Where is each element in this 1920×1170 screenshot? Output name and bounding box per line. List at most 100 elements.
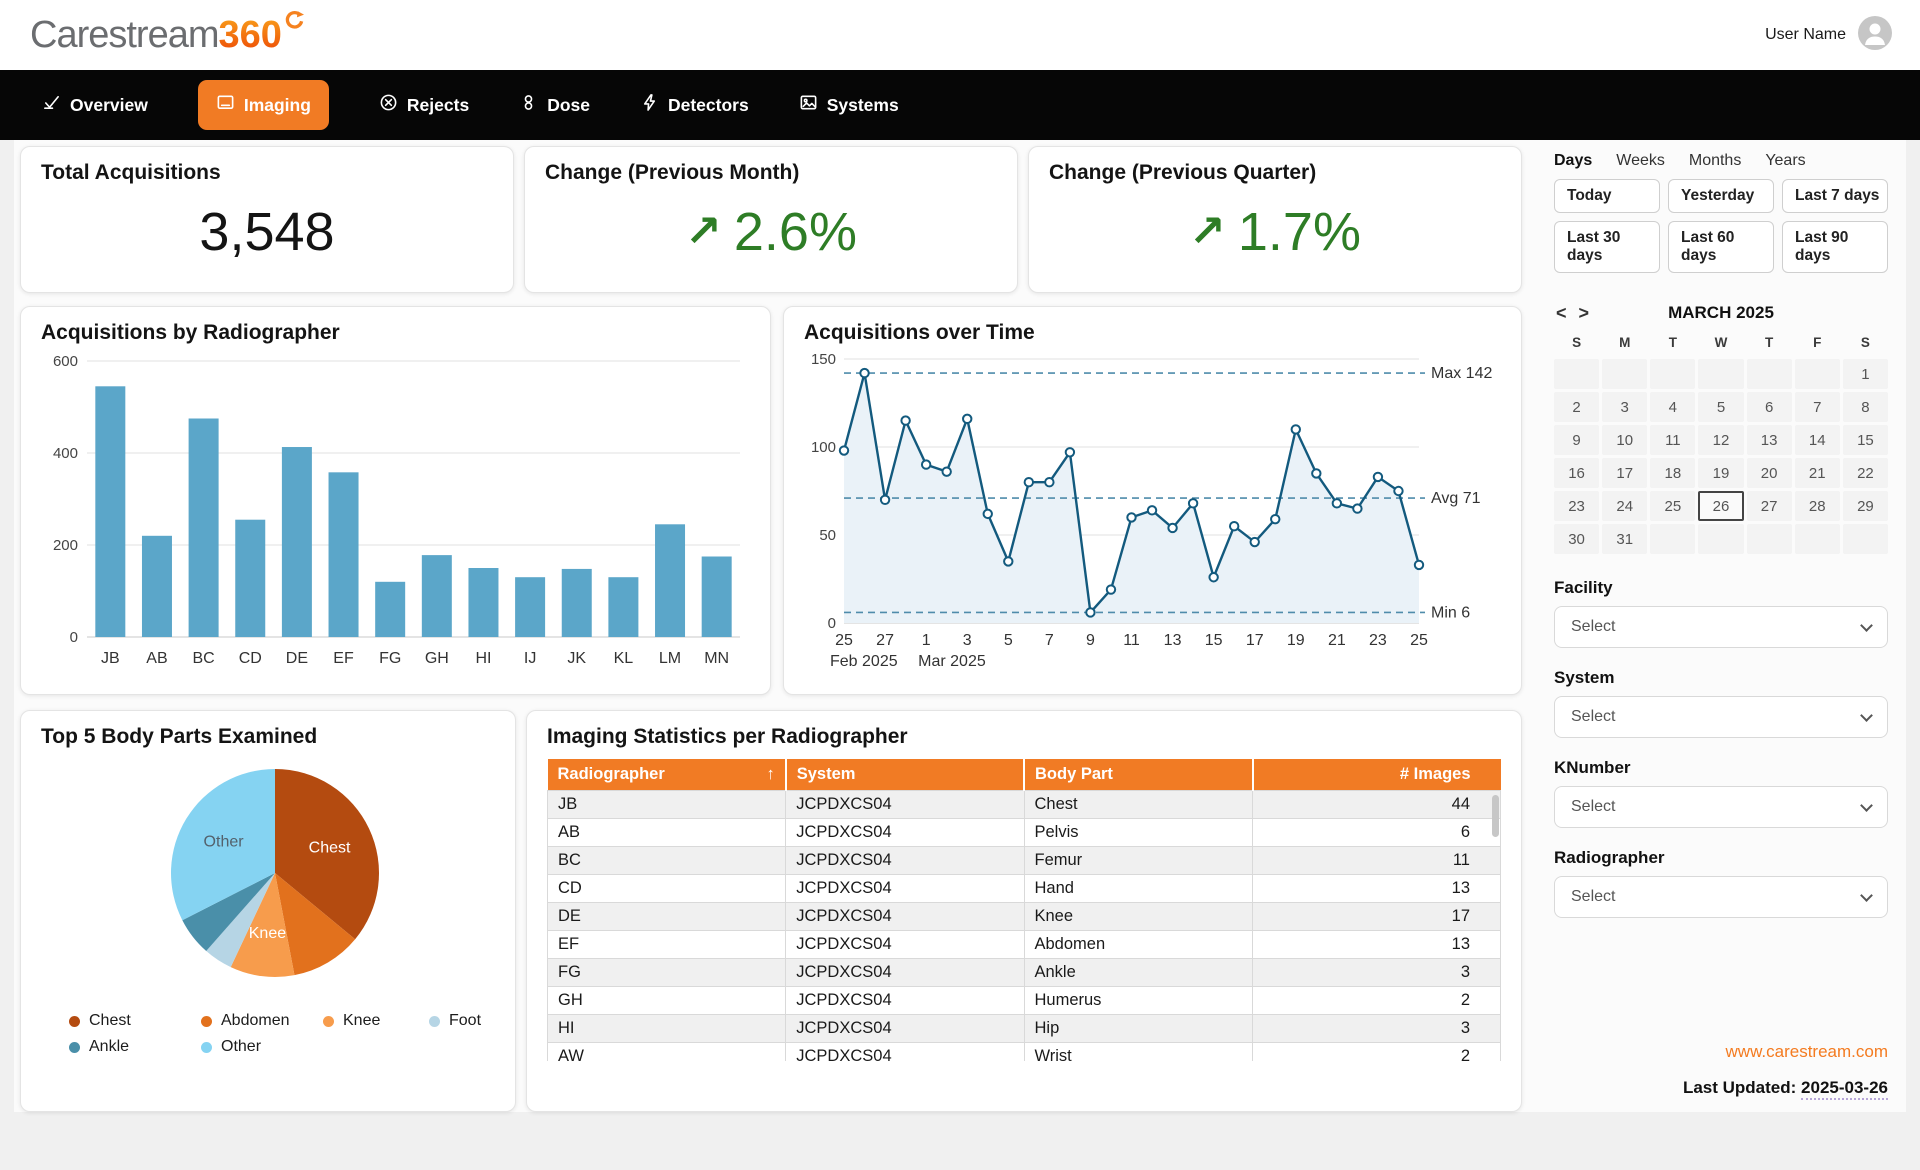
calendar-day-20[interactable]: 20 [1746,458,1792,488]
filter-selects: Facility Select System Select KNumber Select R… [1554,578,1888,918]
calendar-day-28[interactable]: 28 [1794,491,1840,521]
nav-item-dose[interactable]: Dose [519,93,590,117]
systems-image-icon [799,93,818,117]
nav-item-overview[interactable]: Overview [42,93,148,117]
calendar-day-21[interactable]: 21 [1794,458,1840,488]
calendar-day-16[interactable]: 16 [1554,458,1600,488]
select-value: Select [1571,888,1616,905]
top-body-parts-card: Top 5 Body Parts Examined Chest Knee Other… [20,710,516,1112]
quick-range-today[interactable]: Today [1554,179,1660,213]
main-column: Total Acquisitions 3,548 Change (Previous … [20,144,1522,1112]
calendar-day-8[interactable]: 8 [1842,392,1888,422]
calendar-header: < > MARCH 2025 [1554,303,1888,323]
period-tab-days[interactable]: Days [1554,152,1593,169]
svg-text:BC: BC [192,650,214,667]
calendar-day-7[interactable]: 7 [1794,392,1840,422]
calendar-day-17[interactable]: 17 [1602,458,1648,488]
column-header-images[interactable]: # Images [1252,759,1501,791]
table-scrollbar[interactable] [1492,795,1499,837]
legend-dot [201,1015,212,1027]
chevron-down-icon [1860,888,1873,902]
nav-item-label: Overview [70,94,148,115]
calendar: < > MARCH 2025 S M T W T F S 1 2 3 4 5 6 7 8 9 10 11 12 13 1… [1554,303,1888,554]
svg-text:MN: MN [704,650,729,667]
calendar-day-14[interactable]: 14 [1794,425,1840,455]
quick-range-last-30-days[interactable]: Last 30 days [1554,221,1660,273]
calendar-day-4[interactable]: 4 [1650,392,1696,422]
calendar-day-23[interactable]: 23 [1554,491,1600,521]
svg-text:15: 15 [1205,632,1223,649]
calendar-day-1[interactable]: 1 [1842,359,1888,389]
calendar-day-29[interactable]: 29 [1842,491,1888,521]
column-header-body-part[interactable]: Body Part [1024,759,1254,791]
select-system[interactable]: Select [1554,696,1888,738]
legend-dot [201,1041,212,1053]
calendar-day-26[interactable]: 26 [1698,491,1744,521]
calendar-day-empty [1794,359,1840,389]
carestream-link[interactable]: www.carestream.com [1725,1042,1888,1061]
table-row: JB JCPDXCS04 Chest 44 [547,790,1501,819]
calendar-day-27[interactable]: 27 [1746,491,1792,521]
avatar[interactable] [1858,15,1892,55]
calendar-day-2[interactable]: 2 [1554,392,1600,422]
imaging-statistics-card: Imaging Statistics per Radiographer Radi… [526,710,1522,1112]
select-radiographer[interactable]: Select [1554,876,1888,918]
svg-text:FG: FG [379,650,401,667]
nav-item-detectors[interactable]: Detectors [640,93,749,117]
nav-item-rejects[interactable]: Rejects [379,93,469,117]
calendar-day-31[interactable]: 31 [1602,524,1648,554]
bottom-row: Top 5 Body Parts Examined Chest Knee Other… [20,710,1522,1112]
calendar-day-15[interactable]: 15 [1842,425,1888,455]
select-knumber[interactable]: Select [1554,786,1888,828]
nav-item-systems[interactable]: Systems [799,93,899,117]
column-header-radiographer[interactable]: Radiographer ↑ [547,759,787,791]
calendar-day-18[interactable]: 18 [1650,458,1696,488]
legend-item-foot: Foot [429,1012,525,1030]
period-tab-years[interactable]: Years [1765,152,1806,169]
user-menu[interactable]: User Name [1765,15,1892,55]
calendar-day-25[interactable]: 25 [1650,491,1696,521]
svg-text:5: 5 [1004,632,1013,649]
calendar-day-24[interactable]: 24 [1602,491,1648,521]
calendar-day-header: W [1714,335,1728,350]
quick-range-last-60-days[interactable]: Last 60 days [1668,221,1774,273]
svg-text:50: 50 [819,527,836,544]
quick-range-yesterday[interactable]: Yesterday [1668,179,1774,213]
svg-text:Knee: Knee [249,925,286,942]
calendar-day-22[interactable]: 22 [1842,458,1888,488]
calendar-day-11[interactable]: 11 [1650,425,1696,455]
calendar-day-6[interactable]: 6 [1746,392,1792,422]
select-value: Select [1571,708,1616,725]
nav-item-imaging[interactable]: Imaging [197,80,329,130]
calendar-prev-icon[interactable]: < [1556,303,1567,323]
calendar-day-empty [1746,524,1792,554]
calendar-day-empty [1650,524,1696,554]
svg-text:IJ: IJ [524,650,536,667]
filter-label-radiographer: Radiographer [1554,848,1665,867]
calendar-day-3[interactable]: 3 [1602,392,1648,422]
legend-label: Ankle [89,1038,130,1055]
nav-item-label: Dose [547,94,590,115]
select-facility[interactable]: Select [1554,606,1888,648]
calendar-day-12[interactable]: 12 [1698,425,1744,455]
calendar-next-icon[interactable]: > [1578,303,1590,323]
svg-text:JB: JB [101,650,120,667]
svg-text:600: 600 [53,353,78,370]
column-header-system[interactable]: System [785,759,1026,791]
svg-text:EF: EF [333,650,354,667]
calendar-day-9[interactable]: 9 [1554,425,1600,455]
trend-up-arrow-icon: ↗ [1189,207,1226,256]
quick-range-last-7-days[interactable]: Last 7 days [1782,179,1888,213]
period-tab-months[interactable]: Months [1688,152,1742,169]
calendar-day-30[interactable]: 30 [1554,524,1600,554]
quick-range-last-90-days[interactable]: Last 90 days [1782,221,1888,273]
app-header: Carestream 360 User Name [0,0,1920,70]
legend-dot [323,1015,334,1027]
calendar-day-19[interactable]: 19 [1698,458,1744,488]
svg-text:400: 400 [53,445,78,462]
calendar-day-5[interactable]: 5 [1698,392,1744,422]
svg-text:7: 7 [1045,632,1054,649]
period-tab-weeks[interactable]: Weeks [1616,152,1665,169]
calendar-day-13[interactable]: 13 [1746,425,1792,455]
calendar-day-10[interactable]: 10 [1602,425,1648,455]
